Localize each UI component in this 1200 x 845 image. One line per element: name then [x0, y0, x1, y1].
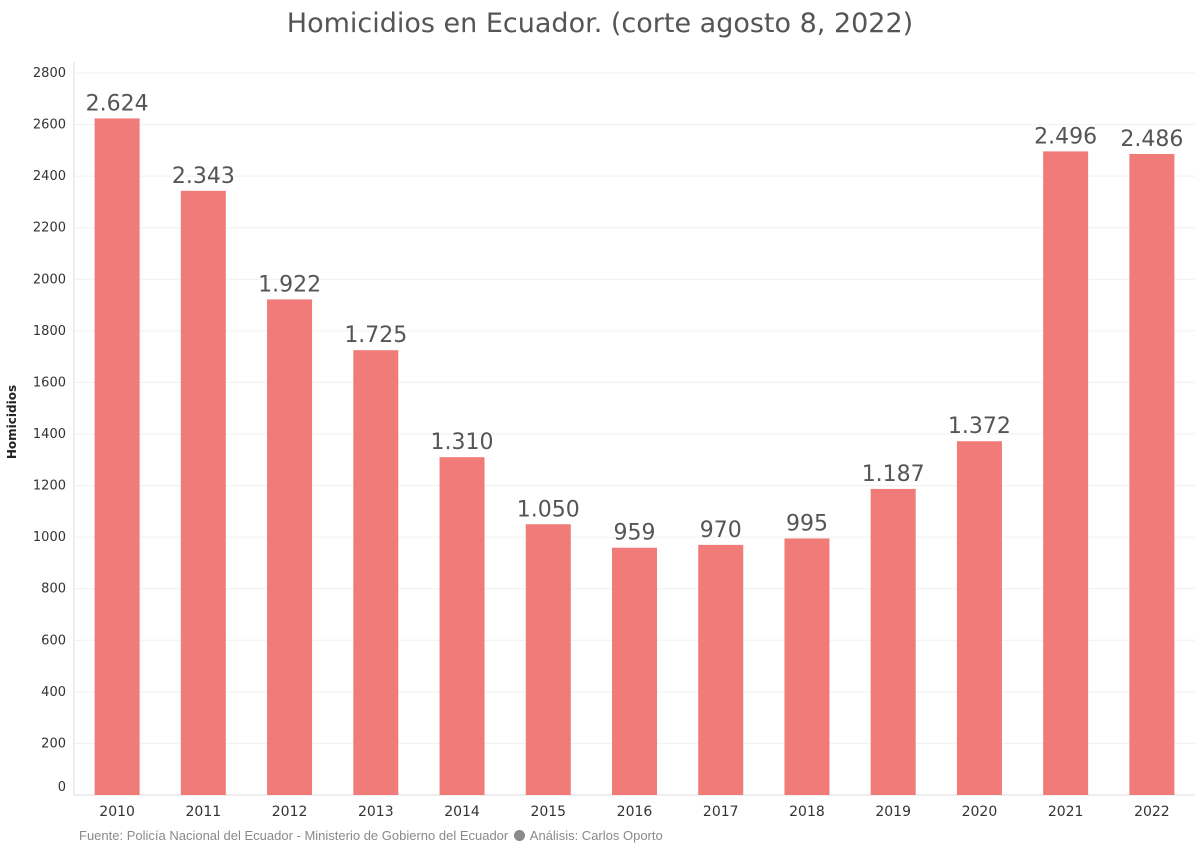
y-tick-label: 800: [41, 582, 66, 597]
y-tick-label: 1200: [33, 479, 66, 494]
y-tick-label: 1800: [33, 324, 66, 339]
bar-2016: [612, 547, 657, 795]
bar-2013: [353, 350, 399, 795]
x-tick-label: 2012: [272, 804, 308, 820]
bar-value-label: 1.372: [948, 414, 1011, 439]
x-tick-label: 2022: [1134, 804, 1170, 820]
bar-2010: [94, 118, 140, 795]
bar-value-label: 1.187: [862, 462, 925, 487]
bar-value-label: 959: [614, 521, 656, 546]
bar-value-label: 1.310: [431, 430, 494, 455]
footer-note: Fuente: Policía Nacional del Ecuador - M…: [79, 828, 663, 843]
bar-value-label: 2.343: [172, 164, 235, 189]
y-tick-label: 1600: [33, 375, 66, 390]
bars: [94, 118, 1175, 796]
x-tick-label: 2021: [1048, 804, 1084, 820]
y-tick-label: 0: [58, 780, 66, 795]
bar-value-label: 1.050: [517, 497, 580, 522]
y-tick-label: 600: [41, 633, 66, 648]
bar-2014: [439, 457, 485, 795]
y-tick-label: 2200: [33, 221, 66, 236]
x-tick-label: 2010: [99, 804, 135, 820]
bullet-dot-icon: [513, 830, 525, 841]
y-tick-label: 2600: [33, 118, 66, 133]
bar-value-label: 2.486: [1120, 127, 1183, 152]
y-tick-label: 2800: [33, 66, 66, 81]
bar-2020: [956, 441, 1002, 795]
y-tick-label: 2000: [33, 272, 66, 287]
bar-2017: [698, 544, 744, 795]
bar-2022: [1129, 153, 1175, 795]
x-tick-label: 2016: [617, 804, 653, 820]
y-tick-label: 400: [41, 685, 66, 700]
bar-2012: [267, 299, 313, 795]
bar-value-label: 1.725: [344, 323, 407, 348]
x-tick-label: 2018: [789, 804, 825, 820]
y-tick-label: 2400: [33, 169, 66, 184]
bar-value-label: 1.922: [258, 272, 321, 297]
x-tick-label: 2017: [703, 804, 739, 820]
bar-value-label: 2.624: [86, 91, 149, 116]
y-tick-label: 1000: [33, 530, 66, 545]
y-tick-labels: 0 200 400 600 800 1000 1200 1400 1600 1800 2000 220…: [33, 66, 66, 795]
y-tick-label: 1400: [33, 427, 66, 442]
bar-value-label: 995: [786, 511, 828, 536]
bar-2015: [525, 524, 571, 795]
y-tick-label: 200: [41, 736, 66, 751]
x-tick-labels: 2010 2011 2012 2013 2014 2015 2016 2017 2018 2019…: [99, 804, 1169, 820]
source-text: Fuente: Policía Nacional del Ecuador - M…: [79, 828, 509, 843]
bar-value-labels: 2.624 2.343 1.922 1.725 1.310 1.050 959 970 995 1…: [86, 91, 1184, 545]
bar-2018: [784, 538, 830, 795]
chart-title: Homicidios en Ecuador. (corte agosto 8, …: [286, 8, 914, 39]
bar-2011: [180, 190, 226, 796]
analysis-text: Análisis: Carlos Oporto: [529, 828, 663, 843]
y-axis-title: Homicidios: [5, 385, 19, 459]
bar-2019: [870, 488, 916, 795]
x-tick-label: 2015: [530, 804, 566, 820]
x-tick-label: 2014: [444, 804, 480, 820]
x-tick-label: 2019: [875, 804, 911, 820]
bar-value-label: 970: [700, 518, 742, 543]
bar-value-label: 2.496: [1034, 124, 1097, 149]
x-tick-label: 2011: [186, 804, 222, 820]
x-tick-label: 2013: [358, 804, 394, 820]
bar-2021: [1043, 151, 1089, 796]
x-tick-label: 2020: [962, 804, 998, 820]
